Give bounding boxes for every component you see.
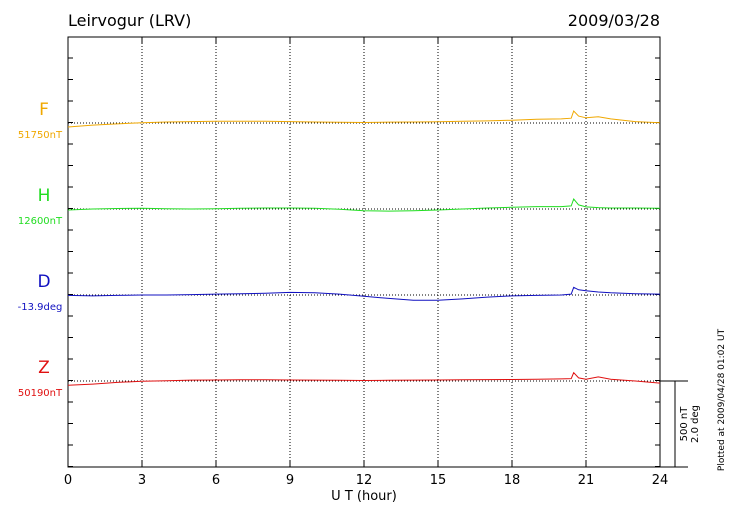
baseline-label: 51750nT	[18, 130, 63, 141]
baseline-label: 12600nT	[18, 216, 63, 227]
plot-note: Plotted at 2009/04/28 01:02 UT	[717, 328, 727, 471]
scale-label: 2.0 deg	[690, 405, 701, 443]
series-line	[67, 110, 661, 128]
plot-frame	[67, 36, 661, 468]
x-tick-label: 21	[578, 473, 595, 488]
x-tick-label: 18	[504, 473, 521, 488]
scale-label: 500 nT	[679, 406, 690, 442]
baseline-label: -13.9deg	[18, 302, 63, 313]
series-line	[67, 371, 661, 386]
x-tick-label: 0	[64, 473, 72, 488]
series-name: H	[38, 186, 51, 206]
x-tick-label: 12	[356, 473, 373, 488]
x-tick-label: 9	[286, 473, 294, 488]
series-name: Z	[38, 358, 50, 378]
x-tick-label: 6	[212, 473, 220, 488]
chart-title: Leirvogur (LRV)	[68, 11, 191, 30]
x-tick-label: 3	[138, 473, 146, 488]
series-name: F	[39, 100, 49, 120]
baseline-label: 50190nT	[18, 388, 63, 399]
series-line	[67, 286, 661, 301]
series-name: D	[37, 272, 50, 292]
series-line	[67, 198, 661, 212]
x-tick-label: 24	[652, 473, 669, 488]
x-tick-label: 15	[430, 473, 447, 488]
x-axis-label: U T (hour)	[331, 489, 397, 504]
chart-date: 2009/03/28	[568, 11, 660, 30]
